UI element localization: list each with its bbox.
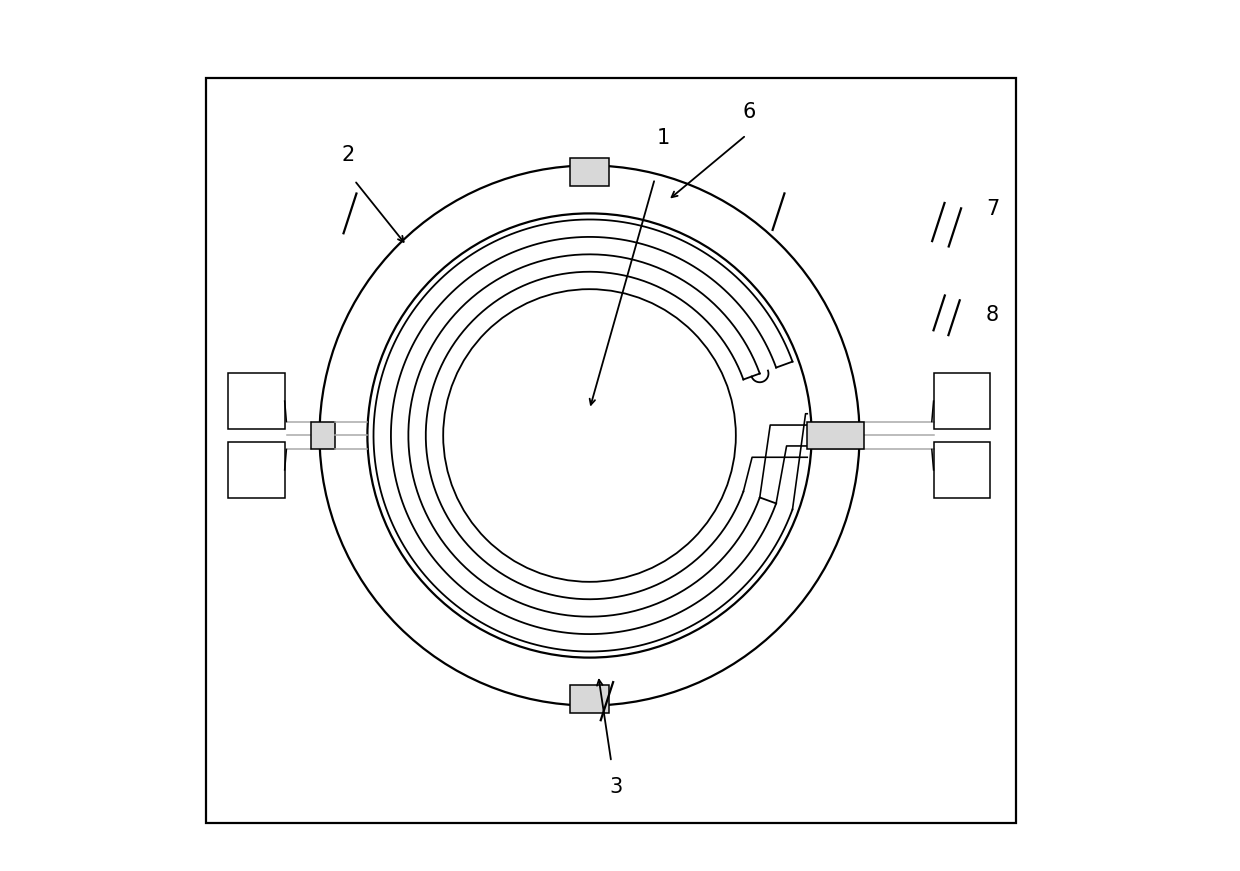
Text: 8: 8 [986,306,999,325]
Bar [934,442,991,498]
Bar [807,422,864,449]
Text: 3: 3 [609,777,622,797]
Bar [206,78,1017,823]
Bar [311,422,335,449]
Text: 1: 1 [657,128,670,148]
Text: 7: 7 [986,199,999,219]
Text: 2: 2 [342,145,355,165]
Bar [228,442,285,498]
Bar [570,159,609,186]
Bar [934,373,991,429]
Bar [570,685,609,712]
Bar [228,373,285,429]
Text: 6: 6 [743,102,755,122]
